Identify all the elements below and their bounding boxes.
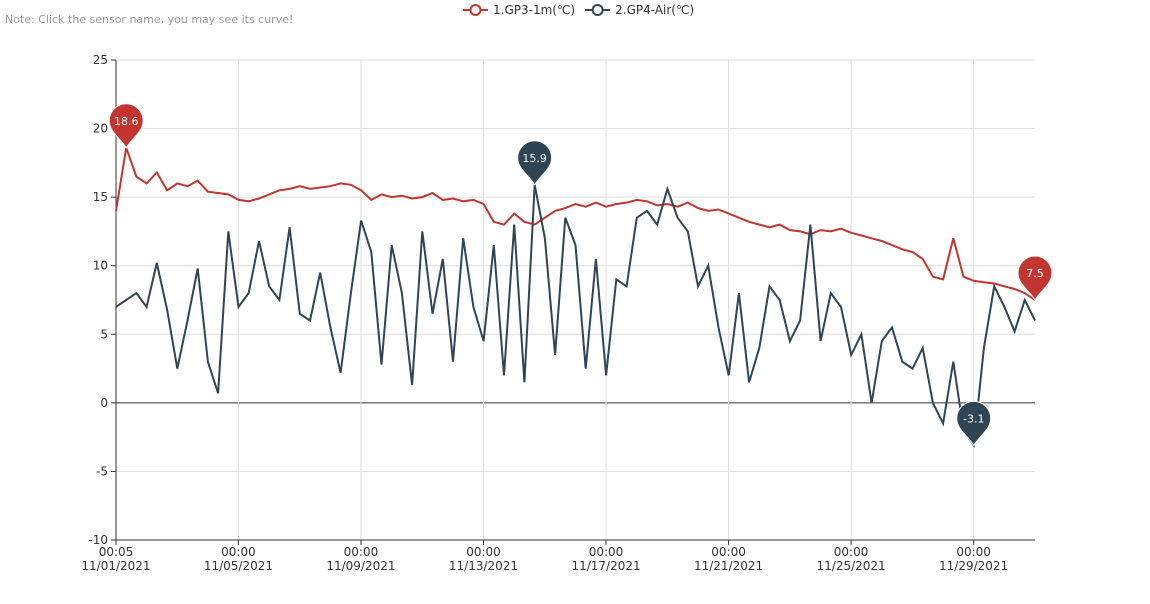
y-tick-label: 25 — [93, 53, 108, 67]
y-tick-label: 15 — [93, 190, 108, 204]
series-line — [115, 184, 1036, 449]
x-tick-label: 00:00 11/13/2021 — [449, 545, 518, 573]
x-tick-label: 00:00 11/25/2021 — [817, 545, 886, 573]
mark-label: -3.1 — [963, 412, 984, 425]
legend-item[interactable]: 1.GP3-1m(℃) — [463, 3, 575, 17]
legend-label: 2.GP4-Air(℃) — [615, 3, 694, 17]
x-tick-label: 00:00 11/29/2021 — [939, 545, 1008, 573]
mark-label: 15.9 — [522, 152, 547, 165]
y-tick-label: -5 — [96, 464, 108, 478]
mark-pin — [517, 140, 553, 186]
legend-icon — [469, 4, 482, 16]
x-tick-label: 00:00 11/09/2021 — [326, 545, 395, 573]
y-tick-label: -10 — [88, 533, 108, 547]
y-tick-label: 0 — [100, 396, 108, 410]
y-tick-label: 5 — [100, 327, 108, 341]
mark-pin — [108, 103, 144, 149]
x-tick-label: 00:05 11/01/2021 — [81, 545, 150, 573]
y-tick-label: 20 — [93, 122, 108, 136]
mark-pin — [956, 400, 992, 447]
mark-label: 7.5 — [1026, 267, 1044, 280]
x-tick-label: 00:00 11/17/2021 — [571, 545, 640, 573]
legend: 1.GP3-1m(℃) 2.GP4-Air(℃) — [463, 3, 694, 17]
legend-item[interactable]: 2.GP4-Air(℃) — [585, 3, 694, 17]
x-tick-label: 00:00 11/21/2021 — [694, 545, 763, 573]
mark-label: 18.6 — [114, 115, 139, 128]
y-tick-label: 10 — [93, 259, 108, 273]
legend-label: 1.GP3-1m(℃) — [493, 3, 575, 17]
series-line — [115, 147, 1036, 301]
note: Note: Click the sensor name, you may see… — [5, 13, 293, 26]
x-tick-label: 00:00 11/05/2021 — [204, 545, 273, 573]
legend-icon — [591, 4, 604, 16]
mark-pin — [1017, 255, 1053, 301]
